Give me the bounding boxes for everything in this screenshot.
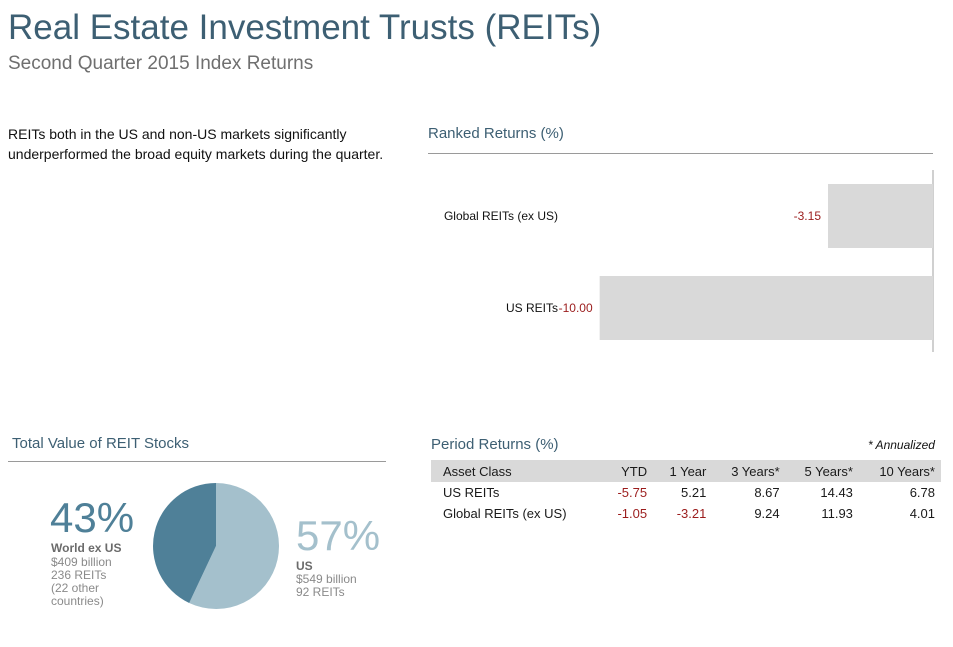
total-value-title: Total Value of REIT Stocks xyxy=(12,435,190,452)
us-value: $549 billion xyxy=(296,572,357,586)
column-header: YTD xyxy=(602,460,654,482)
table-header-row: Asset Class YTD 1 Year 3 Years* 5 Years*… xyxy=(431,460,941,482)
column-header: 3 Years* xyxy=(712,460,786,482)
us-percent: 57% xyxy=(296,512,381,559)
bar-value-label: -10.00 xyxy=(559,301,593,315)
table-cell: 4.01 xyxy=(909,506,935,521)
bar-value-label: -3.15 xyxy=(794,209,822,223)
world-ex-us-count: 236 REITs xyxy=(51,568,107,582)
world-ex-us-label: World ex US xyxy=(51,541,122,555)
annualized-note: * Annualized xyxy=(868,438,935,452)
table-cell: -3.21 xyxy=(676,506,707,521)
world-ex-us-value: $409 billion xyxy=(51,555,112,569)
table-row: Global REITs (ex US) -1.05 -3.21 9.24 11… xyxy=(431,503,941,524)
bar-0 xyxy=(828,184,933,248)
column-header: 10 Years* xyxy=(858,460,941,482)
world-ex-us-details: $409 billion 236 REITs (22 other countri… xyxy=(51,556,141,608)
category-label: Global REITs (ex US) xyxy=(444,209,558,223)
column-header: 1 Year xyxy=(653,460,713,482)
bar-1 xyxy=(599,276,933,340)
table-cell: -5.75 xyxy=(617,485,648,500)
table-cell: 11.93 xyxy=(821,506,853,521)
pie-slice-world-ex-us xyxy=(153,483,216,603)
summary-text: REITs both in the US and non-US markets … xyxy=(8,126,384,162)
world-ex-us-percent: 43% xyxy=(50,494,135,541)
period-returns-title: Period Returns (%) xyxy=(431,436,559,453)
table-cell: US REITs xyxy=(443,485,500,500)
world-ex-us-countries: (22 other countries) xyxy=(51,581,104,608)
period-returns-table: Asset Class YTD 1 Year 3 Years* 5 Years*… xyxy=(431,460,941,524)
category-label: US REITs xyxy=(506,301,558,315)
ranked-returns-divider xyxy=(428,153,933,154)
table-cell: 14.43 xyxy=(820,485,853,500)
table-cell: Global REITs (ex US) xyxy=(443,506,567,521)
us-label: US xyxy=(296,559,313,573)
table-cell: 8.67 xyxy=(754,485,780,500)
page-title: Real Estate Investment Trusts (REITs) xyxy=(8,8,602,47)
table-row: US REITs -5.75 5.21 8.67 14.43 6.78 xyxy=(431,482,941,503)
table-cell: 5.21 xyxy=(681,485,707,500)
ranked-returns-title: Ranked Returns (%) xyxy=(428,125,564,142)
table-cell: -1.05 xyxy=(617,506,648,521)
us-count: 92 REITs xyxy=(296,585,345,599)
us-details: $549 billion 92 REITs xyxy=(296,573,386,599)
page-subtitle: Second Quarter 2015 Index Returns xyxy=(8,53,314,74)
column-header: Asset Class xyxy=(431,460,603,482)
table-cell: 6.78 xyxy=(909,485,935,500)
pie-slice-us xyxy=(189,483,280,609)
column-header: 5 Years* xyxy=(785,460,859,482)
reit-value-pie xyxy=(153,483,280,609)
total-value-divider xyxy=(8,461,386,462)
table-cell: 9.24 xyxy=(754,506,780,521)
